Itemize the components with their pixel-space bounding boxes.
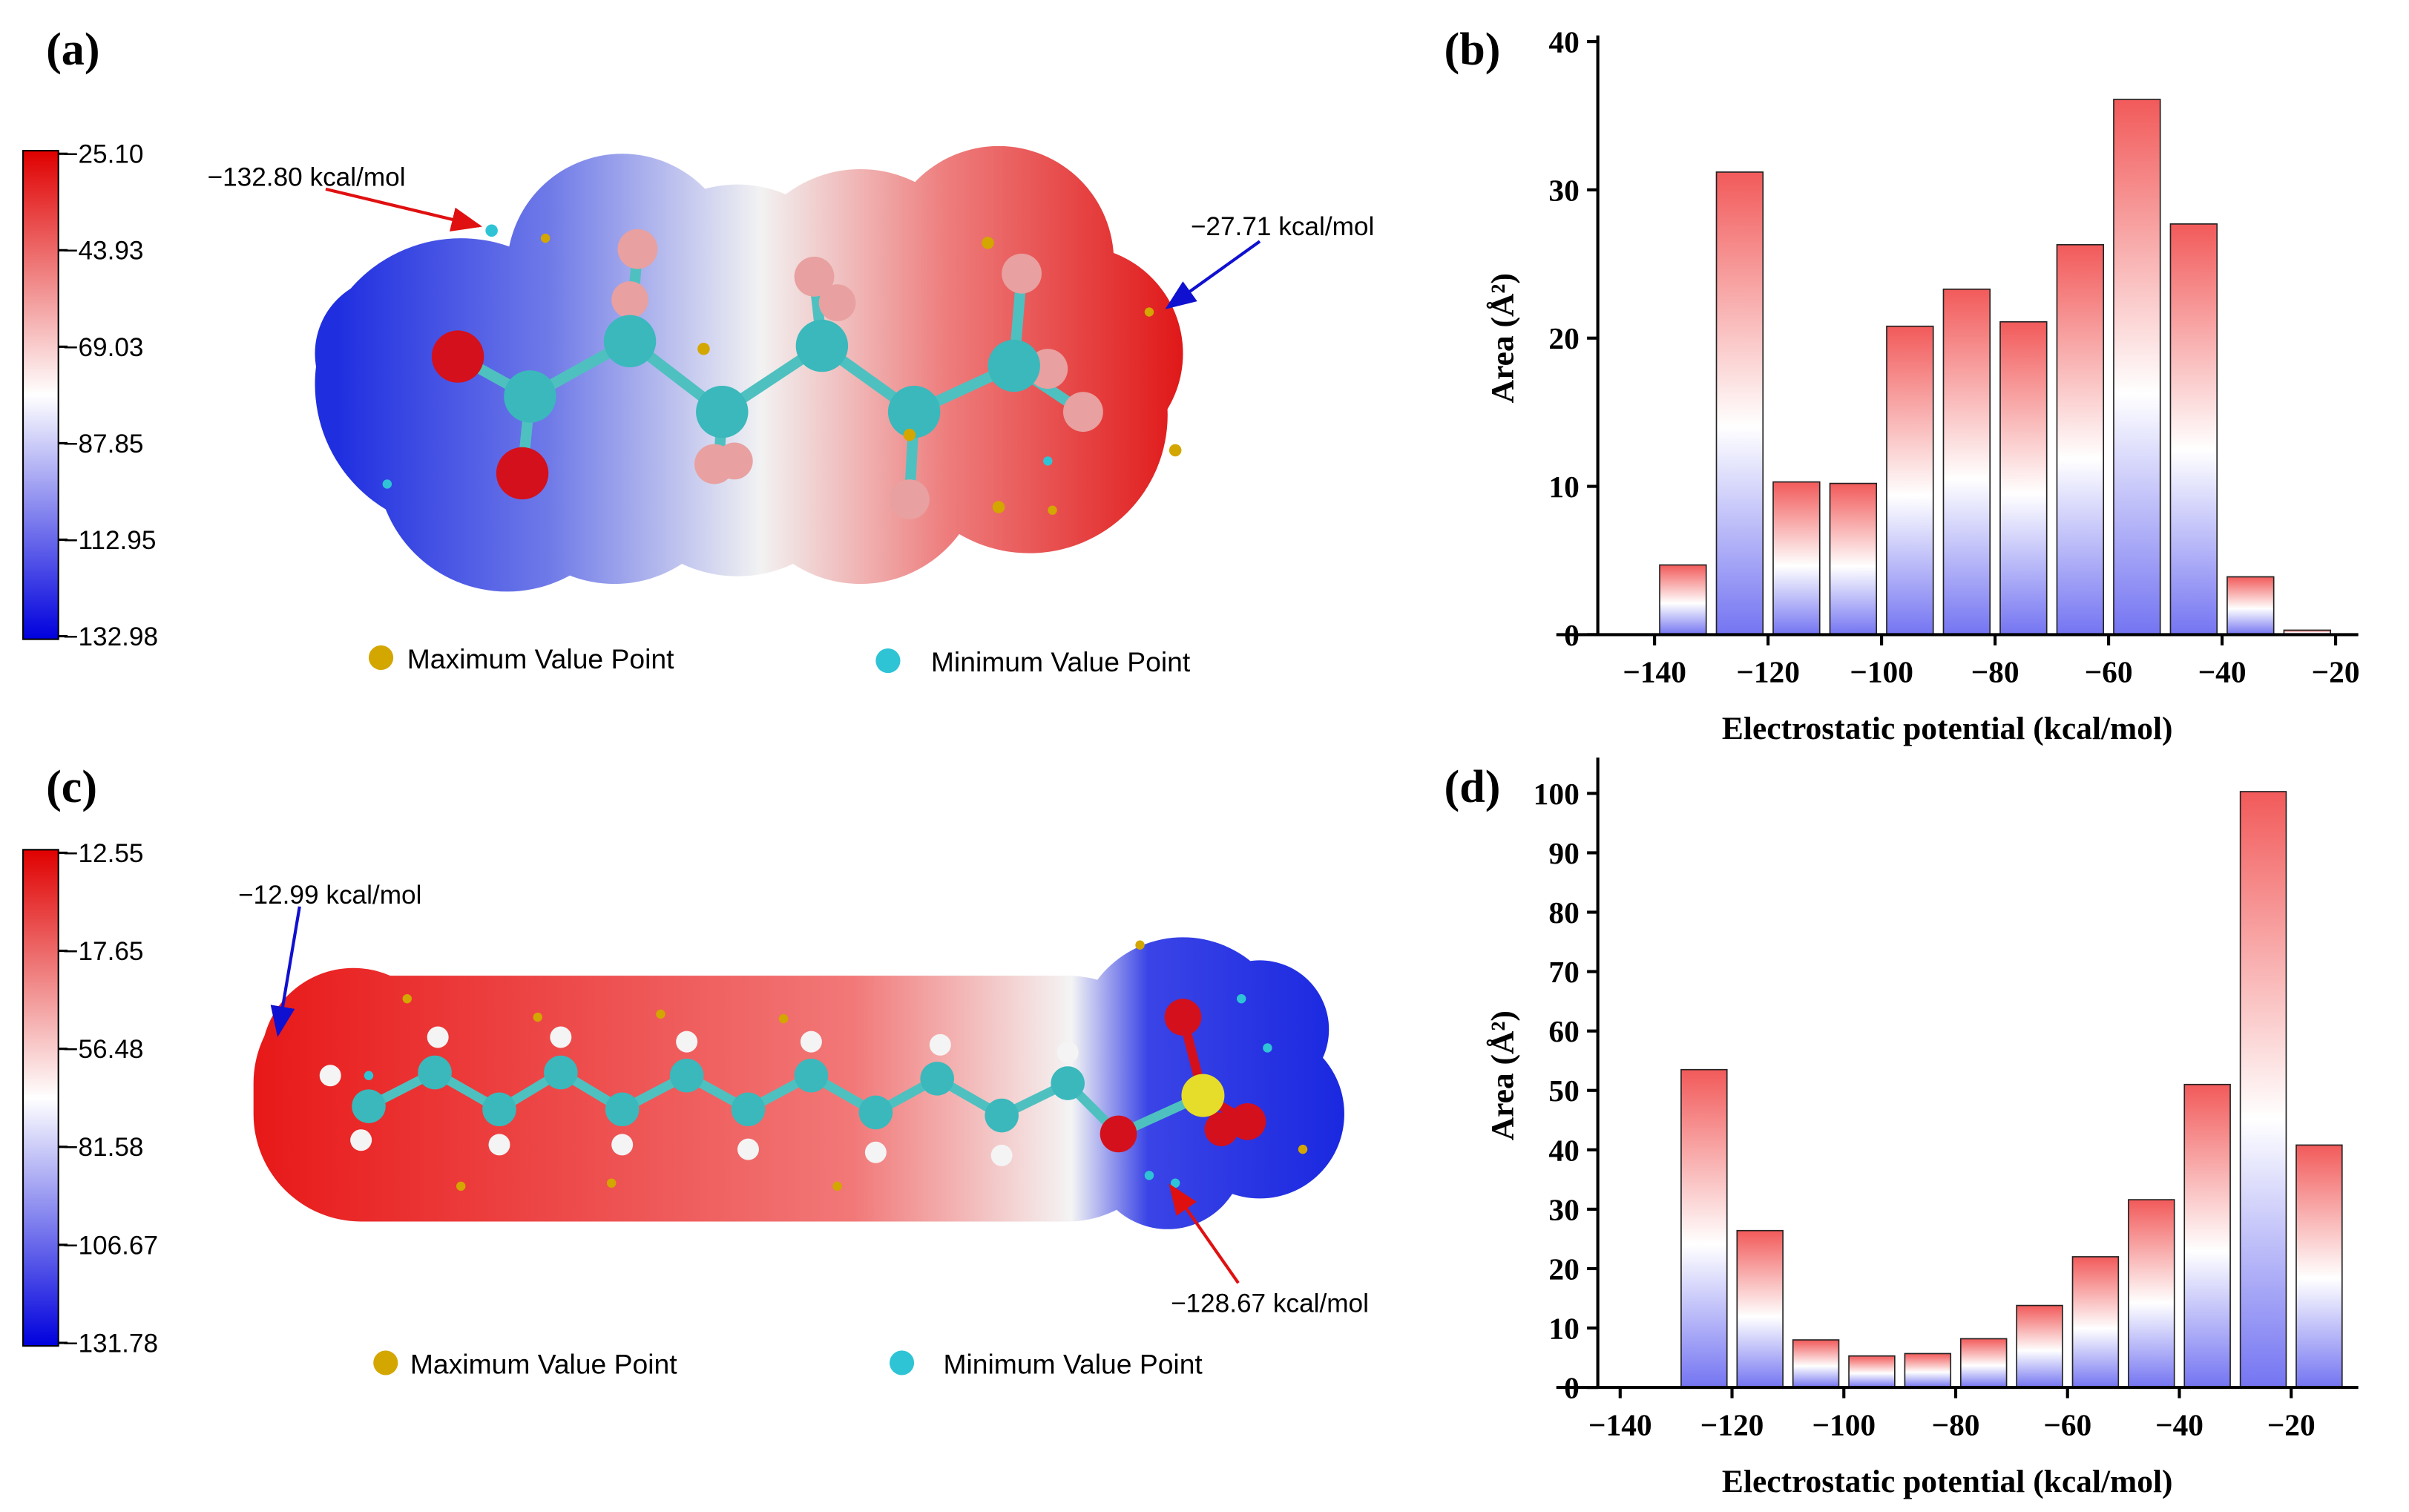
x-tick-label: −80 bbox=[1931, 1407, 1979, 1442]
x-tick-label: −60 bbox=[2043, 1407, 2091, 1442]
x-tick-label: −100 bbox=[1850, 655, 1913, 689]
y-tick-label: 40 bbox=[1548, 25, 1579, 59]
x-axis-label: Electrostatic potential (kcal/mol) bbox=[1722, 1464, 2173, 1499]
x-tick-label: −140 bbox=[1588, 1407, 1652, 1442]
bar bbox=[2071, 1256, 2120, 1388]
colorbar-tick-label: −17.65 bbox=[63, 937, 144, 966]
colorbar-tick-label: −12.55 bbox=[63, 839, 144, 868]
colorbar-tick-label: −112.95 bbox=[63, 526, 157, 555]
x-tick-label: −20 bbox=[2312, 655, 2360, 689]
bar bbox=[2239, 791, 2287, 1388]
y-tick-label: 20 bbox=[1548, 1252, 1579, 1286]
colorbar-tick-label: −56.48 bbox=[63, 1035, 144, 1064]
y-tick-label: 60 bbox=[1548, 1014, 1579, 1048]
bar bbox=[1659, 564, 1707, 636]
y-tick-label: 70 bbox=[1548, 955, 1579, 989]
bar bbox=[1999, 321, 2048, 636]
colorbar-tick-label: −43.93 bbox=[63, 237, 144, 266]
bar bbox=[2056, 244, 2105, 636]
bar bbox=[1904, 1352, 1952, 1388]
bar bbox=[1792, 1339, 1840, 1388]
y-tick-label: 80 bbox=[1548, 895, 1579, 930]
y-tick-label: 0 bbox=[1564, 1371, 1580, 1405]
y-tick-label: 0 bbox=[1564, 618, 1580, 652]
bar bbox=[2226, 576, 2275, 636]
annotation: −27.71 kcal/mol bbox=[1191, 212, 1374, 241]
bar bbox=[2128, 1199, 2175, 1388]
molecule-c bbox=[253, 906, 1344, 1284]
bar bbox=[2016, 1304, 2063, 1388]
colorbar-tick-label: −131.78 bbox=[63, 1329, 158, 1358]
bar bbox=[1942, 288, 1991, 636]
panel-label: (d) bbox=[1445, 762, 1501, 812]
annotation: −12.99 kcal/mol bbox=[238, 881, 421, 910]
y-tick-label: 50 bbox=[1548, 1074, 1579, 1108]
bar bbox=[2183, 1083, 2231, 1388]
x-axis-label: Electrostatic potential (kcal/mol) bbox=[1722, 711, 2173, 746]
legend-label: Maximum Value Point bbox=[410, 1348, 677, 1379]
y-tick-label: 10 bbox=[1548, 1312, 1579, 1346]
x-tick-label: −120 bbox=[1700, 1407, 1764, 1442]
y-tick-label: 30 bbox=[1548, 173, 1579, 207]
annotation: −132.80 kcal/mol bbox=[208, 163, 406, 192]
colorbar-tick-label: −81.58 bbox=[63, 1133, 144, 1162]
x-tick-label: −20 bbox=[2267, 1407, 2316, 1442]
bar bbox=[1680, 1068, 1728, 1388]
bar bbox=[2295, 1144, 2343, 1388]
bar bbox=[1715, 171, 1764, 636]
bar bbox=[2113, 99, 2161, 636]
colorbar-tick-label: −132.98 bbox=[63, 622, 158, 651]
colorbar-tick-label: −69.03 bbox=[63, 333, 144, 362]
y-axis-label: Area (Å²) bbox=[1485, 1010, 1521, 1140]
colorbar-tick-label: −87.85 bbox=[63, 430, 144, 458]
bar bbox=[1736, 1229, 1784, 1388]
legend-marker bbox=[889, 1350, 915, 1375]
bar bbox=[2169, 223, 2218, 636]
arrow bbox=[325, 187, 483, 231]
colorbar bbox=[22, 849, 59, 1347]
x-tick-label: −100 bbox=[1812, 1407, 1876, 1442]
legend-marker bbox=[368, 645, 394, 671]
bar bbox=[1886, 325, 1934, 636]
y-tick-label: 30 bbox=[1548, 1192, 1579, 1226]
arrow bbox=[1169, 1183, 1240, 1284]
y-tick-label: 90 bbox=[1548, 836, 1579, 870]
arrow bbox=[270, 906, 301, 1037]
x-tick-label: −40 bbox=[2155, 1407, 2203, 1442]
x-tick-label: −60 bbox=[2085, 655, 2133, 689]
bar bbox=[1772, 481, 1821, 636]
y-tick-label: 10 bbox=[1548, 470, 1579, 504]
legend-label: Minimum Value Point bbox=[943, 1348, 1203, 1379]
legend-label: Maximum Value Point bbox=[407, 643, 674, 674]
bar bbox=[1848, 1355, 1896, 1388]
annotation: −128.67 kcal/mol bbox=[1171, 1289, 1369, 1318]
y-tick-label: 100 bbox=[1534, 777, 1580, 811]
legend-marker bbox=[875, 648, 901, 674]
bar bbox=[1829, 482, 1878, 636]
panel-label: (a) bbox=[46, 24, 99, 75]
colorbar-tick-label: −25.10 bbox=[63, 140, 144, 169]
molecule-a bbox=[315, 145, 1261, 592]
legend-marker bbox=[373, 1350, 398, 1375]
y-tick-label: 40 bbox=[1548, 1133, 1579, 1167]
x-tick-label: −40 bbox=[2198, 655, 2247, 689]
legend-label: Minimum Value Point bbox=[931, 646, 1191, 677]
y-axis-label: Area (Å²) bbox=[1485, 273, 1521, 403]
x-tick-label: −140 bbox=[1623, 655, 1686, 689]
colorbar bbox=[22, 150, 59, 640]
x-tick-label: −80 bbox=[1971, 655, 2019, 689]
x-tick-label: −120 bbox=[1736, 655, 1800, 689]
y-tick-label: 20 bbox=[1548, 321, 1579, 355]
bar bbox=[1959, 1338, 2008, 1388]
colorbar-tick-label: −106.67 bbox=[63, 1231, 158, 1260]
arrow bbox=[1165, 240, 1261, 309]
panel-label: (c) bbox=[46, 762, 97, 812]
panel-label: (b) bbox=[1445, 24, 1501, 75]
